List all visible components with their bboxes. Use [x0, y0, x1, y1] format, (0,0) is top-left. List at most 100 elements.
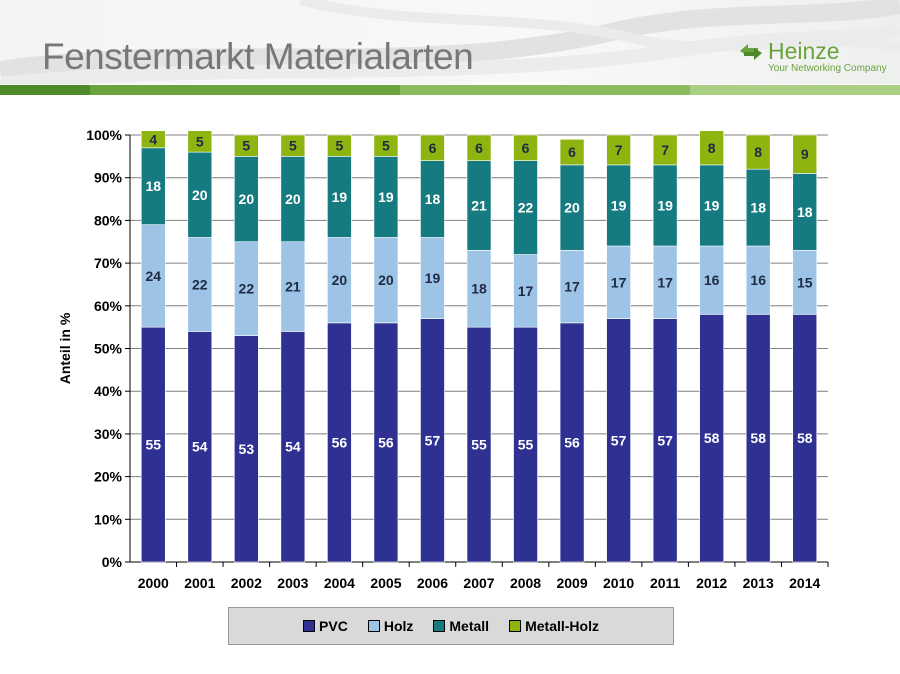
x-tick-label: 2010: [603, 575, 634, 591]
legend-item: Metall: [433, 618, 489, 634]
data-label-holz: 17: [657, 274, 673, 290]
data-label-holz: 20: [378, 272, 394, 288]
bar-segment-pvc: [652, 318, 678, 563]
data-label-holz: 16: [750, 272, 766, 288]
bar-segment-pvc: [792, 314, 818, 563]
x-tick-label: 2014: [789, 575, 820, 591]
data-label-metall-holz: 7: [661, 142, 669, 158]
x-tick-label: 2002: [231, 575, 262, 591]
data-label-metall: 18: [425, 191, 441, 207]
legend-label: PVC: [319, 618, 348, 634]
data-label-holz: 19: [425, 270, 441, 286]
data-label-metall-holz: 8: [708, 140, 716, 156]
bar-segment-metall: [466, 160, 492, 251]
data-label-metall: 21: [471, 197, 487, 213]
data-label-holz: 17: [518, 283, 534, 299]
data-label-holz: 24: [145, 268, 161, 284]
bar-segment-metall-holz: [513, 134, 538, 161]
stacked-bar-chart: 0% 10% 20% 30% 40% 50% 60% 70% 80% 90% 100% Anteil …: [57, 127, 829, 591]
data-label-holz: 17: [564, 279, 580, 295]
data-label-metall: 19: [332, 189, 348, 205]
bar-segment-metall-holz: [327, 134, 352, 157]
bar-segment-holz: [234, 241, 259, 336]
legend-swatch: [509, 620, 522, 632]
data-label-metall: 20: [192, 187, 208, 203]
data-label-metall-holz: 7: [615, 142, 623, 158]
bar-segment-metall: [513, 160, 538, 255]
data-label-metall-holz: 5: [289, 138, 297, 154]
slide-header: [0, 0, 900, 84]
data-label-pvc: 57: [611, 432, 627, 448]
bar-segment-metall: [373, 156, 399, 238]
x-tick-label: 2013: [743, 575, 774, 591]
bar-segment-metall-holz: [420, 134, 445, 161]
bar-segment-holz: [280, 241, 306, 332]
data-label-holz: 17: [611, 274, 627, 290]
data-label-holz: 20: [332, 272, 348, 288]
bar-segment-metall: [699, 164, 724, 247]
bar-segment-holz: [327, 237, 352, 324]
page-title: Fenstermarkt Materialarten: [42, 36, 474, 77]
data-label-holz: 22: [239, 281, 255, 297]
x-tick-label: 2006: [417, 575, 448, 591]
data-label-metall: 19: [611, 197, 627, 213]
y-tick-label: 0%: [102, 554, 123, 570]
logo-name: Heinze: [768, 38, 840, 64]
data-label-metall: 19: [704, 197, 720, 213]
data-label-metall-holz: 6: [568, 144, 576, 160]
bar-segment-holz: [652, 245, 678, 319]
data-label-pvc: 53: [239, 441, 255, 457]
data-label-pvc: 54: [192, 439, 208, 455]
bar-segment-metall-holz: [699, 130, 724, 166]
bar-segment-metall-holz: [792, 134, 818, 174]
bar-segment-metall-holz: [466, 134, 492, 161]
legend-label: Metall: [449, 618, 490, 634]
bar-segment-metall: [792, 173, 818, 251]
legend-item: Metall-Holz: [509, 618, 599, 634]
heinze-logo-icon: [740, 44, 762, 60]
header-color-band: [0, 85, 900, 95]
data-label-pvc: 57: [425, 432, 441, 448]
data-label-pvc: 55: [145, 437, 161, 453]
header-swoosh-decoration: [0, 0, 900, 84]
x-tick-label: 2008: [510, 575, 541, 591]
y-tick-label: 80%: [94, 212, 123, 228]
chart-legend: PVC Holz Metall Metall-Holz: [228, 607, 674, 645]
data-label-metall: 20: [239, 191, 255, 207]
bar-segment-pvc: [466, 326, 492, 563]
bar-segment-pvc: [373, 322, 399, 563]
bar-segment-metall: [140, 147, 166, 225]
data-label-holz: 16: [704, 272, 720, 288]
bar-segment-metall-holz: [606, 134, 631, 166]
data-label-holz: 15: [797, 274, 813, 290]
data-label-pvc: 58: [750, 430, 766, 446]
data-label-metall-holz: 5: [336, 138, 344, 154]
data-label-metall: 20: [564, 200, 580, 216]
bar-segment-metall-holz: [140, 130, 166, 149]
y-axis-title: Anteil in %: [57, 312, 73, 384]
data-label-pvc: 55: [471, 437, 487, 453]
bar-segment-pvc: [280, 331, 306, 563]
y-tick-label: 70%: [94, 255, 123, 271]
y-tick-label: 90%: [94, 170, 123, 186]
data-label-metall-holz: 5: [196, 133, 204, 149]
data-label-pvc: 56: [564, 434, 580, 450]
bar-segment-pvc: [327, 322, 352, 563]
bar-segment-holz: [140, 224, 166, 328]
data-label-pvc: 58: [704, 430, 720, 446]
bar-segment-metall-holz: [280, 134, 306, 157]
data-label-metall: 22: [518, 200, 534, 216]
data-label-metall-holz: 6: [475, 140, 483, 156]
data-label-metall-holz: 5: [242, 138, 250, 154]
bar-segment-holz: [513, 254, 538, 328]
band-segment: [90, 85, 400, 95]
bar-segment-metall-holz: [373, 134, 399, 157]
y-tick-label: 20%: [94, 469, 123, 485]
data-label-metall: 18: [145, 178, 161, 194]
data-label-pvc: 54: [285, 439, 301, 455]
y-tick-label: 40%: [94, 383, 123, 399]
data-label-metall: 19: [657, 197, 673, 213]
data-label-holz: 18: [471, 281, 487, 297]
data-label-pvc: 56: [378, 434, 394, 450]
legend-item: PVC: [303, 618, 348, 634]
